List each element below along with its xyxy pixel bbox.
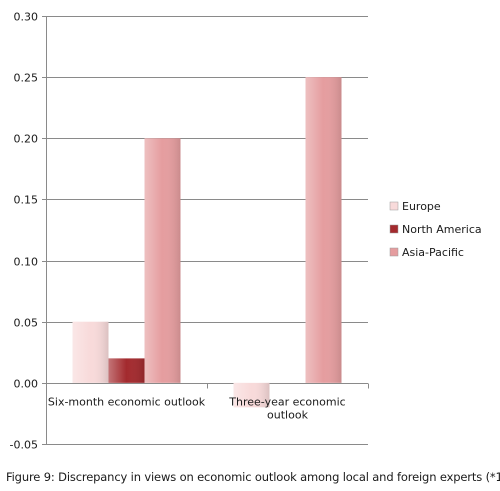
legend-swatch [389,247,399,257]
y-tick-label: 0.20 [14,133,39,146]
bars [72,77,342,408]
y-tick-label: 0.00 [14,378,39,391]
y-tick-label: 0.25 [14,72,39,85]
legend-swatch [389,201,399,211]
legend-label: Europe [402,200,441,213]
x-category-label: Six-month economic outlook [48,396,206,409]
axes [42,16,369,445]
legend-label: North America [402,223,482,236]
x-category-label: Three-year economic outlook [228,396,345,422]
y-tick-label: 0.30 [14,11,39,24]
legend-label: Asia-Pacific [402,246,464,259]
bar-shading [233,382,270,408]
y-tick-label: 0.15 [14,194,39,207]
y-axis-tick-labels: -0.05 0.00 0.05 0.10 0.15 0.20 0.25 0.30 [10,11,38,452]
y-tick-label: -0.05 [10,439,38,452]
x-axis-category-labels: Six-month economic outlook Three-year eco… [48,396,346,422]
legend-swatch [389,224,399,234]
legend: Europe North America Asia-Pacific [389,200,482,259]
bar-shading [144,138,181,383]
bar-shading [72,321,109,383]
y-tick-label: 0.05 [14,317,39,330]
bar-shading [305,77,342,383]
y-tick-label: 0.10 [14,256,39,269]
figure-caption: Figure 9: Discrepancy in views on econom… [6,470,500,484]
bar-shading [108,358,145,383]
